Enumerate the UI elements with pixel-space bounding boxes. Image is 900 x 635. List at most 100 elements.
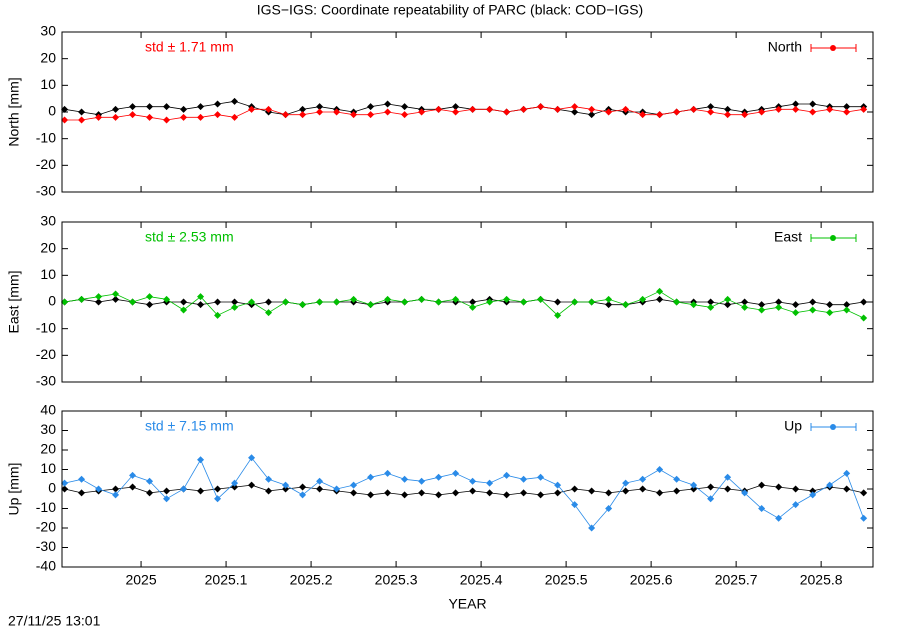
point bbox=[384, 295, 392, 303]
point bbox=[707, 298, 715, 306]
y-tick-label: -30 bbox=[36, 538, 56, 554]
point bbox=[843, 103, 851, 111]
point bbox=[843, 108, 851, 116]
x-tick-label: 2025.6 bbox=[630, 572, 673, 588]
point bbox=[299, 483, 307, 491]
point bbox=[554, 489, 562, 497]
point bbox=[367, 301, 375, 309]
y-axis-label: North [mm] bbox=[6, 77, 22, 146]
point bbox=[775, 483, 783, 491]
point bbox=[605, 108, 613, 116]
point bbox=[282, 485, 290, 493]
point bbox=[401, 103, 409, 111]
point bbox=[282, 298, 290, 306]
point bbox=[350, 111, 358, 119]
point bbox=[146, 301, 154, 309]
point bbox=[452, 469, 460, 477]
point bbox=[588, 487, 596, 495]
point bbox=[163, 295, 171, 303]
point bbox=[146, 103, 154, 111]
point bbox=[724, 105, 732, 113]
point bbox=[741, 111, 749, 119]
point bbox=[214, 298, 222, 306]
point bbox=[163, 487, 171, 495]
point bbox=[809, 108, 817, 116]
point bbox=[588, 524, 596, 532]
point bbox=[486, 105, 494, 113]
point bbox=[588, 298, 596, 306]
point bbox=[724, 473, 732, 481]
point bbox=[758, 301, 766, 309]
point bbox=[707, 495, 715, 503]
point bbox=[520, 475, 528, 483]
point bbox=[248, 105, 256, 113]
point bbox=[469, 298, 477, 306]
legend-marker bbox=[830, 45, 836, 51]
point bbox=[78, 295, 86, 303]
point bbox=[758, 505, 766, 512]
point bbox=[486, 298, 494, 306]
timestamp: 27/11/25 13:01 bbox=[8, 613, 101, 629]
point bbox=[95, 293, 103, 301]
point bbox=[401, 475, 409, 483]
point bbox=[792, 100, 800, 108]
point bbox=[265, 487, 273, 495]
point bbox=[520, 489, 528, 497]
point bbox=[248, 298, 256, 306]
legend-marker bbox=[830, 235, 836, 241]
point bbox=[554, 481, 562, 489]
point bbox=[418, 295, 426, 303]
point bbox=[282, 111, 290, 119]
point bbox=[367, 103, 375, 111]
point bbox=[724, 485, 732, 493]
point bbox=[61, 105, 69, 113]
point bbox=[690, 481, 698, 489]
point bbox=[435, 473, 443, 481]
point bbox=[690, 485, 698, 493]
x-tick-label: 2025.7 bbox=[715, 572, 758, 588]
series-line bbox=[64, 457, 864, 529]
point bbox=[622, 105, 630, 113]
point bbox=[622, 301, 630, 309]
point bbox=[112, 105, 120, 113]
plot-frame bbox=[61, 221, 874, 383]
y-axis-label: Up [mm] bbox=[6, 463, 22, 516]
y-tick-label: 30 bbox=[40, 213, 56, 229]
point bbox=[265, 309, 273, 317]
point bbox=[435, 105, 443, 113]
y-tick-label: 0 bbox=[48, 293, 56, 309]
point bbox=[588, 105, 596, 113]
point bbox=[197, 293, 205, 301]
point bbox=[775, 303, 783, 311]
point bbox=[469, 105, 477, 113]
point bbox=[418, 108, 426, 116]
point bbox=[265, 105, 273, 113]
point bbox=[129, 103, 137, 111]
y-axis-label: East [mm] bbox=[6, 270, 22, 333]
point bbox=[146, 477, 154, 485]
point bbox=[316, 108, 324, 116]
point bbox=[214, 485, 222, 493]
point bbox=[214, 111, 222, 119]
point bbox=[656, 287, 664, 295]
legend-label: East bbox=[774, 229, 802, 245]
point bbox=[826, 301, 834, 309]
point bbox=[248, 481, 256, 489]
point bbox=[231, 298, 239, 306]
point bbox=[605, 295, 613, 303]
point bbox=[503, 295, 511, 303]
annotation: std ± 2.53 mm bbox=[145, 229, 234, 245]
x-tick-label: 2025.8 bbox=[800, 572, 843, 588]
point bbox=[639, 485, 647, 493]
point bbox=[384, 100, 392, 108]
point bbox=[350, 295, 358, 303]
point bbox=[537, 491, 545, 499]
point bbox=[503, 491, 511, 499]
y-tick-label: 10 bbox=[40, 460, 56, 476]
series-line bbox=[64, 290, 864, 319]
point bbox=[758, 306, 766, 314]
y-tick-label: -40 bbox=[36, 558, 56, 574]
y-tick-label: 10 bbox=[40, 76, 56, 92]
point bbox=[418, 489, 426, 497]
y-tick-label: 30 bbox=[40, 23, 56, 39]
